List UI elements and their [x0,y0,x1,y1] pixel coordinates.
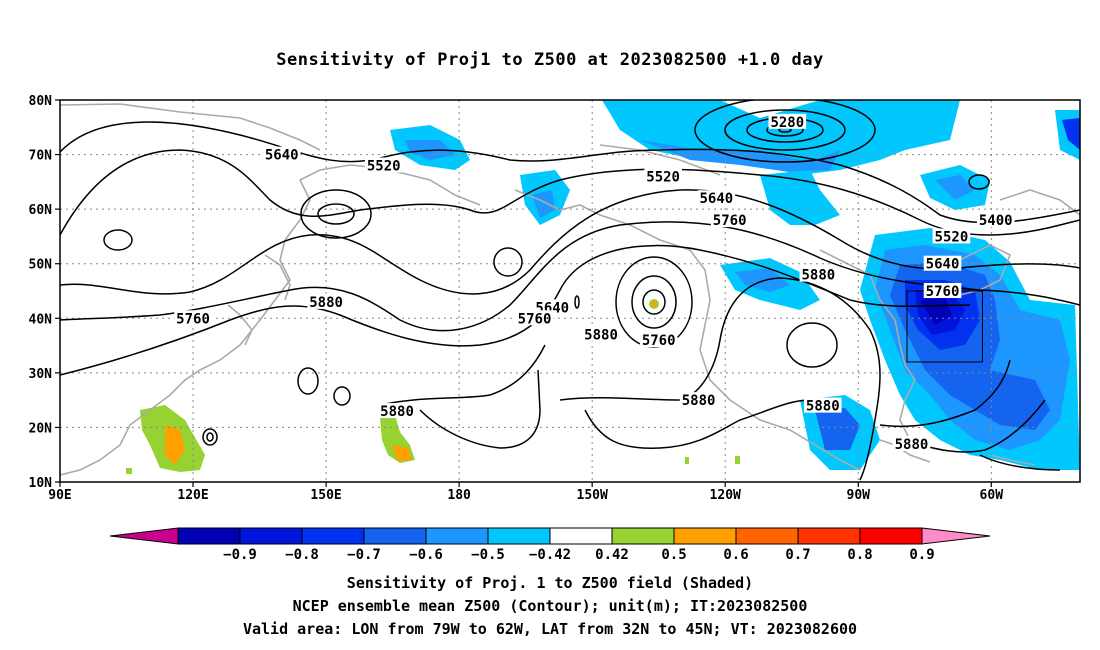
colorbar-tick-label: −0.5 [471,547,505,563]
contour-label: 5880 [584,328,618,344]
contour-label: 5640 [265,148,299,164]
contour-label: 5640 [699,191,733,207]
contour-label: 5520 [935,229,969,245]
lon-tick-label: 180 [447,488,471,503]
contour-label: 5400 [979,213,1013,229]
colorbar-swatch [301,527,365,545]
contour-label-bg [378,403,416,419]
contour-label: 5880 [682,393,716,409]
contour-label-bg [923,283,962,298]
lon-tick-label: 150W [577,488,608,503]
lat-tick-label: 20N [29,421,53,436]
contour-label-bg [932,228,971,244]
colorbar-tick-label: 0.5 [661,547,686,563]
colorbar-swatch [735,527,799,545]
lon-tick-label: 150E [310,488,341,503]
lon-tick-label: 120W [710,488,741,503]
colorbar-swatch [859,527,923,545]
contour-label-bg [803,397,842,413]
lat-tick-label: 60N [29,203,53,218]
contour-label-bg [710,212,749,228]
lon-tick-label: 90W [847,488,871,503]
contour-label: 5760 [713,213,747,229]
contour-label-bg [515,310,554,326]
contour-label: 5760 [642,333,676,349]
lat-tick-label: 70N [29,149,53,164]
contour-label-bg [639,332,678,348]
contour-label-bg [976,212,1015,228]
colorbar-swatch [673,527,737,545]
contour-labels: 5640 5520 5280 5520 5640 5760 5400 5520 5640 5760… [174,113,1015,453]
lon-tick-label: 90E [48,488,71,503]
contour-label: 5880 [380,404,414,420]
footer-line-1: Sensitivity of Proj. 1 to Z500 field (Sh… [346,574,754,592]
contour-label: 5880 [309,295,343,311]
colorbar-swatch [363,527,427,545]
lon-tick-label: 120E [177,488,208,503]
lat-tick-label: 50N [29,258,53,273]
contour-label-bg [923,255,962,271]
contour-label-bg [892,435,931,451]
colorbar-tick-label: −0.9 [223,547,257,563]
contour-label: 5640 [926,257,960,273]
colorbar-tick-label: −0.7 [347,547,381,563]
contour-label: 5880 [806,399,840,415]
map-title: Sensitivity of Proj1 to Z500 at 20230825… [276,50,824,70]
lon-tick-label: 60W [980,488,1004,503]
colorbar-tick-label: −0.8 [285,547,319,563]
lat-tick-label: 30N [29,367,53,382]
lat-tick-label: 40N [29,312,53,327]
contour-label: 5760 [176,311,210,327]
colorbar-tick-label: 0.42 [595,547,629,563]
colorbar-swatch [611,527,675,545]
footer-line-3: Valid area: LON from 79W to 62W, LAT fro… [242,620,858,638]
colorbar-swatch [487,527,551,545]
colorbar: −0.9 −0.8 −0.7 −0.6 −0.5 −0.42 0.42 0.5 0.6 0.7 0.… [109,527,991,563]
colorbar-max-arrow [921,527,991,545]
gridlines [60,100,1080,482]
colorbar-tick-label: 0.6 [723,547,748,563]
contour-label: 5880 [801,268,835,284]
contour-label-bg [262,146,301,162]
contour-label: 5520 [367,158,401,174]
contour-label-bg [364,157,403,173]
plot-frame [59,99,1081,483]
contour-label: 5760 [926,284,960,300]
contour-label-bg [799,266,838,282]
contour-label-bg [582,326,620,342]
colorbar-tick-label: −0.42 [529,547,571,563]
colorbar-tick-label: 0.8 [847,547,872,563]
footer-line-2: NCEP ensemble mean Z500 (Contour); unit(… [292,597,808,615]
contour-label-bg [644,168,682,184]
colorbar-tick-label: 0.7 [785,547,810,563]
contour-label: 5880 [895,437,929,453]
lat-tick-label: 80N [29,94,53,109]
colorbar-swatch [425,527,489,545]
colorbar-swatch [549,527,613,545]
contour-label-bg [679,392,718,408]
contour-label: 5280 [770,115,804,131]
colorbar-swatch [797,527,861,545]
colorbar-tick-label: 0.9 [909,547,934,563]
contour-label: 5760 [518,311,552,327]
colorbar-swatch [177,527,241,545]
coastlines [60,103,1080,476]
contour-label-bg [307,293,345,309]
colorbar-tick-label: −0.6 [409,547,443,563]
contour-label-bg [697,190,736,206]
lat-tick-label: 10N [29,476,53,491]
contour-label-bg [768,113,807,129]
contour-label: 5520 [646,169,680,185]
colorbar-min-arrow [109,527,179,545]
contour-label-bg [174,310,212,326]
colorbar-swatch [239,527,303,545]
